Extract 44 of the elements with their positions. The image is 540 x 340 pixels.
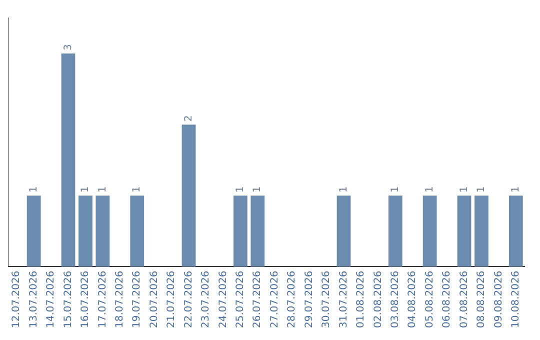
data-label: 1 bbox=[338, 186, 350, 193]
data-label: 2 bbox=[183, 115, 194, 122]
data-label: 1 bbox=[390, 186, 401, 193]
x-tick-label: 14.07.2026 bbox=[46, 270, 57, 328]
x-tick-label: 06.08.2026 bbox=[442, 270, 453, 328]
x-tick-label: 25.07.2026 bbox=[235, 270, 246, 328]
x-tick-label: 01.08.2026 bbox=[356, 270, 367, 328]
x-tick-label: 12.07.2026 bbox=[11, 270, 22, 328]
data-label: 1 bbox=[28, 186, 40, 193]
x-tick-label: 21.07.2026 bbox=[166, 270, 178, 328]
data-label: 1 bbox=[458, 186, 470, 193]
data-label: 1 bbox=[235, 186, 246, 193]
x-tick-label: 29.07.2026 bbox=[304, 270, 315, 328]
x-tick-label: 10.08.2026 bbox=[510, 270, 522, 328]
data-label: 1 bbox=[476, 186, 488, 193]
x-tick-label: 17.07.2026 bbox=[97, 270, 108, 328]
x-tick-label: 07.08.2026 bbox=[458, 270, 470, 328]
data-label: 1 bbox=[252, 186, 264, 193]
x-tick-label: 18.07.2026 bbox=[114, 270, 126, 328]
data-label: 1 bbox=[97, 186, 108, 193]
x-tick-label: 30.07.2026 bbox=[321, 270, 332, 328]
data-label: 3 bbox=[62, 44, 74, 51]
x-tick-label: 02.08.2026 bbox=[372, 270, 384, 328]
x-tick-label: 13.07.2026 bbox=[28, 270, 40, 328]
x-tick-label: 04.08.2026 bbox=[407, 270, 418, 328]
x-tick-label: 24.07.2026 bbox=[218, 270, 229, 328]
x-tick-label: 15.07.2026 bbox=[62, 270, 74, 328]
x-tick-label: 22.07.2026 bbox=[183, 270, 194, 328]
data-label: 1 bbox=[424, 186, 436, 193]
data-label: 1 bbox=[80, 186, 92, 193]
data-label: 1 bbox=[510, 186, 522, 193]
x-tick-label: 23.07.2026 bbox=[200, 270, 212, 328]
x-tick-label: 05.08.2026 bbox=[424, 270, 436, 328]
x-tick-label: 31.07.2026 bbox=[338, 270, 350, 328]
data-label: 1 bbox=[132, 186, 143, 193]
x-tick-label: 26.07.2026 bbox=[252, 270, 264, 328]
x-tick-label: 19.07.2026 bbox=[132, 270, 143, 328]
x-tick-label: 27.07.2026 bbox=[269, 270, 280, 328]
x-tick-label: 03.08.2026 bbox=[390, 270, 401, 328]
x-tick-label: 16.07.2026 bbox=[80, 270, 92, 328]
x-tick-label: 08.08.2026 bbox=[476, 270, 488, 328]
x-tick-label: 09.08.2026 bbox=[493, 270, 504, 328]
x-tick-label: 20.07.2026 bbox=[148, 270, 160, 328]
x-tick-label: 28.07.2026 bbox=[286, 270, 298, 328]
